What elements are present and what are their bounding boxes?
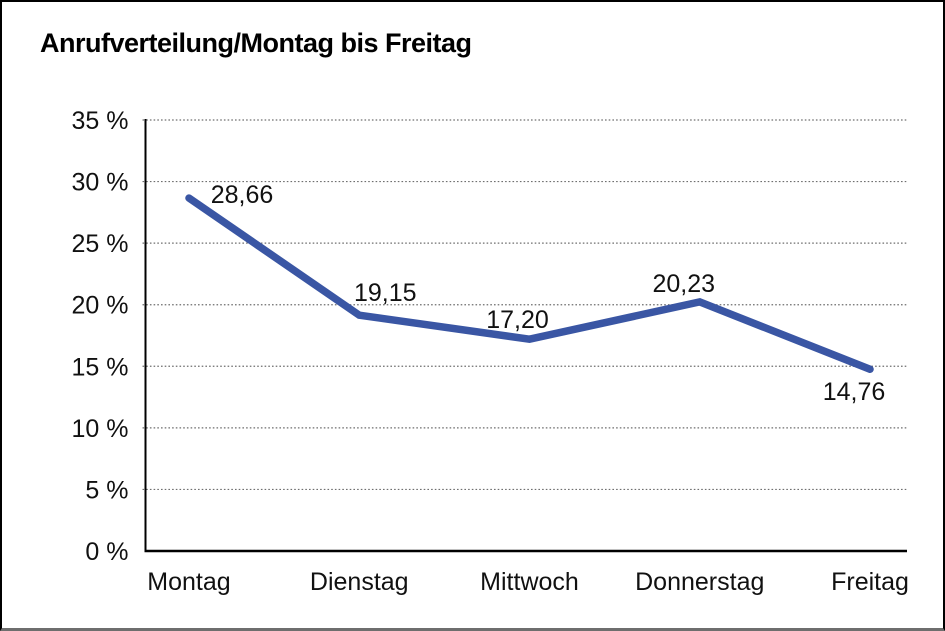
data-point-label: 28,66 [211, 181, 274, 209]
y-tick-label: 0 % [85, 538, 128, 566]
data-point-label: 17,20 [486, 306, 549, 334]
x-tick-label: Montag [147, 568, 230, 596]
chart-title: Anrufverteilung/Montag bis Freitag [40, 28, 472, 58]
y-tick-label: 20 % [72, 292, 129, 320]
y-tick-label: 25 % [72, 230, 129, 258]
y-tick-label: 5 % [85, 476, 128, 504]
x-tick-label: Dienstag [310, 568, 409, 596]
x-tick-label: Mittwoch [480, 568, 579, 596]
data-point-label: 19,15 [354, 279, 417, 307]
data-point-label: 14,76 [823, 378, 886, 406]
data-line [185, 194, 874, 373]
y-tick-label: 15 % [72, 353, 129, 381]
y-tick-label: 35 % [72, 107, 129, 135]
data-point-label: 20,23 [652, 270, 715, 298]
y-tick-label: 30 % [72, 169, 129, 197]
x-tick-label: Freitag [831, 568, 909, 596]
y-tick-label: 10 % [72, 415, 129, 443]
x-tick-label: Donnerstag [635, 568, 764, 596]
